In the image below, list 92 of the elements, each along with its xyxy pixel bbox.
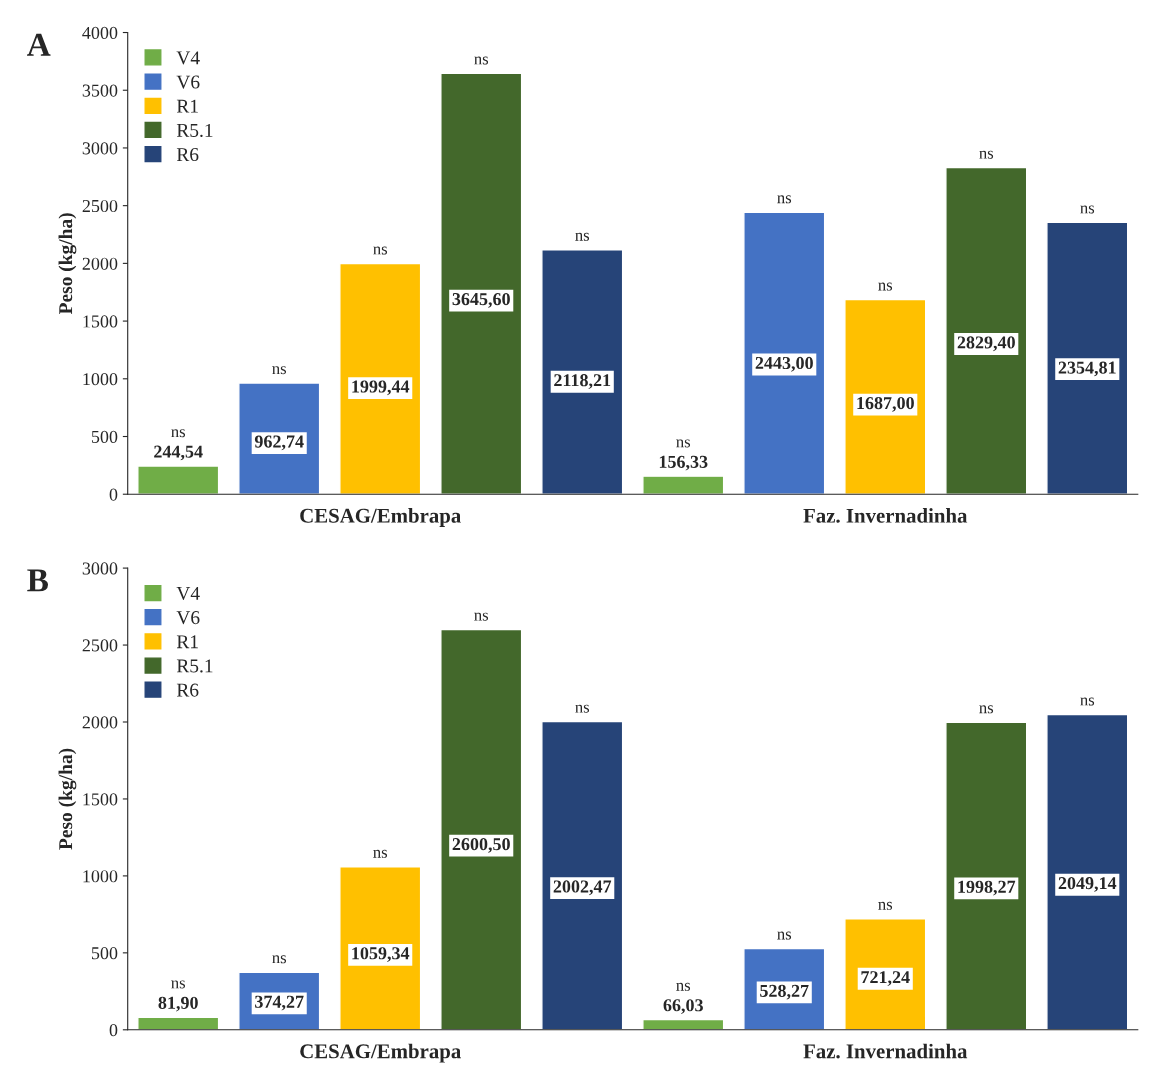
legend-label: R1 — [176, 99, 198, 113]
y-tick-label: 1000 — [83, 373, 118, 386]
y-tick-label: 500 — [91, 430, 118, 443]
bar — [339, 262, 422, 495]
data-label: 156,33 — [659, 455, 708, 471]
bar — [440, 72, 523, 495]
bar — [642, 475, 725, 495]
annotation: ns — [1080, 205, 1095, 214]
annotation: ns — [676, 982, 691, 991]
y-tick-label: 2500 — [82, 199, 118, 213]
bar — [743, 211, 826, 495]
data-label: 374,27 — [255, 995, 304, 1011]
data-label: 2354,81 — [1058, 361, 1116, 377]
annotation: ns — [676, 439, 691, 448]
annotation: ns — [575, 704, 590, 713]
data-label: 244,54 — [154, 445, 203, 461]
bar — [642, 1018, 725, 1030]
data-label: 2049,14 — [1058, 877, 1117, 892]
y-axis-title: Peso (kg/ha) — [58, 213, 77, 315]
annotation: ns — [171, 429, 186, 438]
bar — [541, 720, 624, 1030]
x-tick-label: CESAG/Embrapa — [300, 508, 461, 528]
annotation: ns — [777, 195, 792, 204]
legend-label: R6 — [176, 148, 199, 162]
y-tick-label: 1500 — [83, 315, 118, 328]
y-tick-label: 1500 — [83, 793, 118, 806]
data-label: 962,74 — [254, 435, 304, 451]
legend-label: R5.1 — [176, 123, 213, 137]
bar — [339, 866, 422, 1030]
data-label: 2118,21 — [554, 374, 611, 389]
x-tick-label: Faz. Invernadinha — [803, 508, 968, 523]
data-label: 2002,47 — [553, 880, 612, 896]
annotation: ns — [979, 705, 994, 714]
annotation: ns — [575, 232, 590, 241]
data-label: 66,03 — [663, 999, 703, 1014]
annotation: ns — [878, 282, 893, 291]
annotation: ns — [777, 931, 792, 940]
bar — [541, 249, 624, 495]
y-tick-label: 2000 — [82, 257, 118, 270]
bar — [844, 918, 927, 1030]
annotation: ns — [373, 246, 388, 255]
data-label: 3645,60 — [452, 292, 510, 308]
legend-label: R1 — [176, 635, 198, 649]
y-tick-label: 3000 — [82, 562, 118, 575]
data-label: 2443,00 — [755, 356, 813, 372]
annotation: ns — [373, 849, 388, 858]
x-tick-label: Faz. Invernadinha — [803, 1043, 968, 1059]
y-axis-title: Peso (kg/ha) — [58, 748, 77, 850]
bar — [137, 1016, 220, 1030]
annotation: ns — [272, 366, 287, 375]
legend-label: V6 — [176, 611, 200, 625]
data-label: 1687,00 — [857, 396, 914, 412]
legend-label: R5.1 — [176, 659, 213, 673]
y-tick-label: 2000 — [82, 716, 118, 729]
y-tick-label: 3500 — [82, 84, 118, 97]
annotation: ns — [1080, 697, 1095, 706]
annotation: ns — [272, 955, 287, 964]
x-tick-label: CESAG/Embrapa — [300, 1043, 461, 1063]
legend-label: V6 — [176, 75, 200, 89]
y-tick-label: 0 — [109, 1024, 118, 1037]
bar — [1046, 221, 1129, 495]
annotation: ns — [474, 612, 489, 621]
data-label: 2600,50 — [452, 838, 510, 853]
data-label: 1999,44 — [352, 380, 410, 396]
bar — [137, 465, 220, 495]
legend-label: V4 — [176, 51, 200, 65]
data-label: 81,90 — [158, 996, 198, 1012]
y-tick-label: 2500 — [82, 639, 118, 652]
bar — [440, 628, 523, 1030]
annotation: ns — [979, 150, 994, 159]
annotation: ns — [171, 980, 186, 989]
data-label: 1059,34 — [352, 947, 410, 962]
data-label: 721,24 — [861, 971, 910, 986]
y-tick-label: 3000 — [82, 142, 118, 155]
y-tick-label: 1000 — [83, 870, 118, 883]
chart-title: A — [27, 33, 51, 56]
bar — [945, 721, 1028, 1030]
y-tick-label: 0 — [109, 488, 118, 501]
data-label: 528,27 — [760, 984, 809, 1000]
legend-label: V4 — [176, 586, 200, 601]
data-label: 2829,40 — [957, 336, 1015, 352]
annotation: ns — [878, 901, 893, 910]
bar — [238, 382, 321, 495]
bar — [945, 166, 1028, 495]
bar — [844, 298, 927, 495]
y-tick-label: 4000 — [82, 26, 118, 39]
data-label: 1998,27 — [958, 880, 1016, 896]
chart-title: B — [27, 569, 49, 592]
annotation: ns — [474, 56, 489, 65]
y-tick-label: 500 — [91, 947, 118, 960]
bar — [1046, 713, 1129, 1030]
legend-label: R6 — [176, 683, 199, 697]
